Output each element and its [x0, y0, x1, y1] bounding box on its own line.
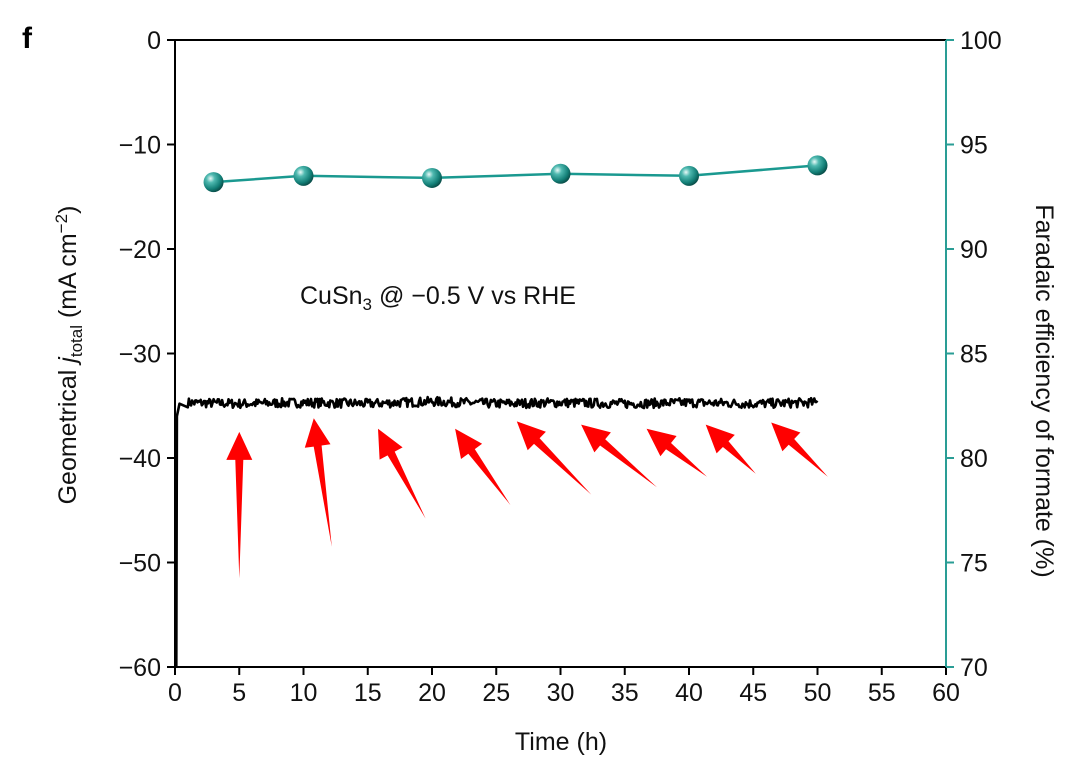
x-tick-label: 15: [354, 679, 382, 707]
x-tick-label: 55: [868, 679, 896, 707]
y-left-title-close: ): [54, 206, 82, 214]
panel-label: f: [22, 22, 33, 55]
y-right-tick-label: 85: [960, 341, 988, 369]
annotation-suffix: @ −0.5 V vs RHE: [372, 282, 576, 310]
y-left-tick-label: −20: [119, 236, 161, 264]
x-tick-label: 20: [418, 679, 446, 707]
x-tick-label: 35: [611, 679, 639, 707]
y-left-axis-title: Geometrical jtotal (mA cm−2): [52, 206, 87, 505]
x-tick-label: 50: [804, 679, 832, 707]
x-tick-label: 0: [168, 679, 182, 707]
red-arrow: [455, 428, 511, 505]
y-right-tick-label: 100: [960, 27, 1002, 55]
x-axis-title: Time (h): [515, 728, 607, 756]
red-arrow: [304, 418, 332, 547]
y-right-axis-title: Faradaic efficiency of formate (%): [1030, 204, 1058, 577]
y-left-tick-label: −40: [119, 445, 161, 473]
y-left-title-italic: j: [54, 356, 82, 366]
plot-layer: 0 5 10 15 20 25 30 35 40 45 50 55 60 0 −10 −20 −30 −40 −50…: [119, 27, 1002, 707]
y-right-tick-label: 80: [960, 445, 988, 473]
x-tick-label: 25: [482, 679, 510, 707]
red-arrow: [226, 431, 253, 579]
y-left-title-subscript: total: [67, 325, 86, 357]
y-left-tick-label: −50: [119, 550, 161, 578]
x-tick-label: 45: [739, 679, 767, 707]
x-tick-label: 5: [232, 679, 246, 707]
y-left-tick-label: −30: [119, 341, 161, 369]
faradaic-efficiency-point: [293, 165, 314, 186]
chart-annotation: CuSn3 @ −0.5 V vs RHE: [300, 282, 576, 314]
annotation-subscript: 3: [363, 295, 372, 314]
faradaic-efficiency-point: [807, 155, 828, 176]
faradaic-efficiency-line: [213, 164, 818, 184]
current-density-line: [175, 395, 819, 668]
red-arrow: [581, 424, 657, 488]
red-arrow: [378, 428, 426, 519]
y-left-tick-label: −60: [119, 654, 161, 682]
x-tick-label: 10: [290, 679, 318, 707]
red-arrow: [516, 421, 592, 495]
y-left-tick-label: 0: [147, 27, 161, 55]
y-left-tick-label: −10: [119, 132, 161, 160]
y-right-tick-label: 70: [960, 654, 988, 682]
y-right-tick-label: 75: [960, 550, 988, 578]
faradaic-efficiency-point: [550, 163, 571, 184]
red-arrow: [705, 424, 756, 474]
y-right-tick-label: 90: [960, 236, 988, 264]
y-left-title-prefix: Geometrical: [54, 363, 82, 505]
faradaic-efficiency-point: [422, 167, 442, 188]
y-left-title-superscript: −2: [52, 214, 71, 233]
faradaic-efficiency-point: [679, 165, 699, 186]
faradaic-efficiency-point: [203, 172, 224, 193]
red-arrow: [646, 428, 707, 477]
x-tick-label: 60: [932, 679, 960, 707]
red-arrow: [771, 422, 828, 477]
x-tick-label: 40: [675, 679, 703, 707]
x-tick-label: 30: [547, 679, 575, 707]
y-right-tick-label: 95: [960, 132, 988, 160]
annotation-prefix: CuSn: [300, 282, 363, 310]
y-left-title-unit: (mA cm: [54, 233, 82, 325]
